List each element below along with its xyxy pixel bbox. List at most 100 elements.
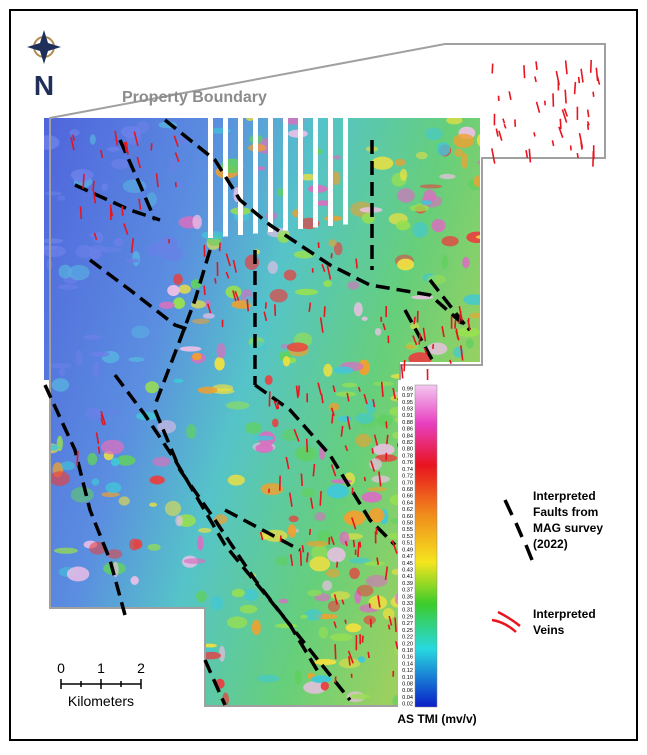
scale-tick-label: 0	[57, 660, 65, 676]
legend-text: Faults from	[533, 505, 598, 519]
anomaly	[279, 599, 289, 604]
vein	[591, 60, 592, 73]
anomaly	[215, 357, 225, 371]
gap-stripe	[328, 118, 333, 226]
anomaly	[57, 196, 65, 201]
vein	[581, 142, 582, 149]
vein	[593, 151, 594, 167]
anomaly	[45, 191, 62, 195]
vein	[335, 644, 336, 659]
anomaly	[334, 366, 354, 374]
anomaly	[304, 609, 322, 620]
vein	[266, 302, 267, 308]
anomaly	[106, 409, 122, 414]
vein	[593, 92, 594, 97]
anomaly	[328, 601, 340, 612]
anomaly	[375, 328, 381, 336]
anomaly	[300, 615, 308, 619]
colorbar-label: 0.49	[402, 547, 413, 553]
vein	[275, 304, 276, 316]
vein	[81, 207, 82, 219]
anomaly	[255, 444, 273, 453]
colorbar-label: 0.88	[402, 420, 413, 426]
anomaly	[90, 352, 110, 357]
vein	[310, 529, 311, 535]
anomaly	[311, 675, 331, 683]
vein	[395, 618, 396, 632]
colorbar-label: 0.31	[402, 608, 413, 614]
anomaly	[192, 215, 202, 229]
anomaly	[186, 424, 196, 439]
gap-stripe	[343, 118, 348, 225]
anomaly	[453, 134, 474, 148]
anomaly	[211, 596, 223, 610]
anomaly	[116, 455, 135, 466]
vein	[419, 334, 420, 345]
anomaly	[454, 149, 463, 157]
vein	[349, 656, 350, 665]
colorbar-label: 0.10	[402, 675, 413, 681]
anomaly	[348, 281, 360, 290]
vein	[365, 477, 366, 481]
anomaly	[339, 532, 349, 546]
anomaly	[265, 375, 273, 385]
anomaly	[52, 378, 69, 392]
anomaly	[101, 183, 108, 190]
anomaly	[366, 575, 388, 587]
anomaly	[90, 249, 101, 260]
vein	[332, 414, 333, 424]
vein	[204, 286, 205, 295]
vein	[220, 243, 221, 252]
anomaly	[439, 174, 455, 179]
anomaly	[101, 440, 124, 455]
anomaly	[466, 338, 474, 348]
gap-stripe	[238, 118, 243, 235]
anomaly	[245, 255, 259, 270]
scale-unit: Kilometers	[68, 693, 134, 709]
colorbar-label: 0.76	[402, 460, 413, 466]
vein	[345, 620, 346, 624]
colorbar-label: 0.27	[402, 621, 413, 627]
anomaly	[192, 319, 210, 325]
anomaly	[295, 670, 302, 684]
anomaly	[165, 501, 181, 516]
anomaly	[254, 436, 274, 441]
anomaly	[192, 353, 202, 360]
anomaly	[180, 346, 202, 351]
colorbar-label: 0.41	[402, 574, 413, 580]
vein	[363, 636, 364, 643]
anomaly	[42, 238, 63, 243]
colorbar-label: 0.37	[402, 588, 413, 594]
anomaly	[346, 623, 362, 632]
anomaly	[49, 363, 72, 368]
colorbar-label: 0.60	[402, 514, 413, 520]
anomaly	[92, 478, 100, 485]
vein	[372, 448, 373, 453]
anomaly	[252, 620, 261, 635]
anomaly	[257, 166, 266, 170]
colorbar-label: 0.51	[402, 541, 413, 547]
anomaly	[307, 590, 322, 597]
anomaly	[114, 238, 124, 247]
colorbar-label: 0.62	[402, 507, 413, 513]
vein	[404, 360, 405, 371]
anomaly	[371, 157, 393, 170]
vein	[560, 119, 561, 129]
colorbar-label: 0.06	[402, 688, 413, 694]
anomaly	[327, 547, 346, 562]
anomaly	[149, 503, 157, 507]
anomaly	[330, 633, 353, 641]
anomaly	[162, 247, 184, 261]
anomaly	[442, 255, 449, 270]
colorbar-label: 0.55	[402, 527, 413, 533]
anomaly	[275, 556, 288, 566]
legend-text: Interpreted	[533, 607, 596, 621]
anomaly	[383, 608, 395, 619]
anomaly	[321, 682, 329, 691]
anomaly	[203, 313, 215, 319]
anomaly	[125, 259, 139, 264]
anomaly	[356, 434, 372, 447]
vein	[534, 132, 535, 136]
colorbar-label: 0.58	[402, 521, 413, 527]
anomaly	[107, 147, 120, 152]
